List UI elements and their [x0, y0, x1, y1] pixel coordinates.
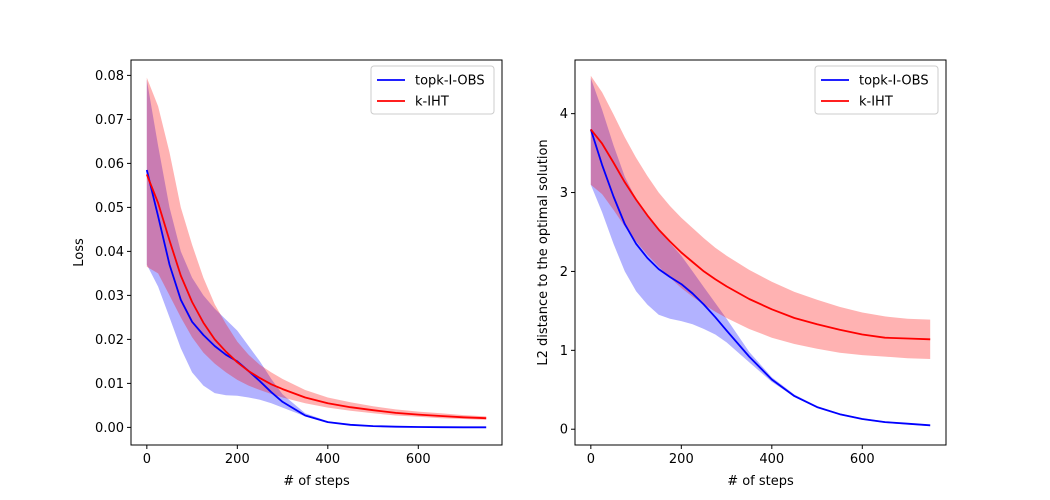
band-topk-i-obs [146, 79, 487, 428]
x-tick-label: 600 [850, 452, 875, 467]
y-tick-label: 0 [560, 423, 568, 438]
line-topk-i-obs [145, 169, 487, 429]
y-tick-label: 1 [560, 344, 568, 359]
x-axis-label: # of steps [727, 474, 794, 489]
y-tick-label: 0.07 [95, 113, 124, 128]
x-axis-label: # of steps [283, 474, 350, 489]
y-tick-label: 0.00 [95, 421, 124, 436]
y-tick-label: 0.05 [95, 201, 124, 216]
x-tick-label: 0 [143, 452, 151, 467]
loss-chart: 0 200 400 600 0.00 0.01 0.02 0.03 0.04 0.05 0.06 0.… [72, 59, 503, 489]
band-topk-i-obs [590, 78, 931, 427]
legend: topk-I-OBS k-IHT [370, 65, 495, 115]
band-k-iht [146, 77, 487, 420]
y-tick-label: 4 [560, 107, 568, 122]
legend-label: topk-I-OBS [859, 74, 929, 89]
legend-label: k-IHT [859, 95, 893, 110]
axes-frame [130, 59, 503, 446]
l2-distance-chart: 0 200 400 600 0 1 2 3 4 # of steps L2 distance to … [536, 59, 947, 489]
x-tick-label: 600 [406, 452, 431, 467]
y-tick-label: 0.03 [95, 289, 124, 304]
y-tick-label: 3 [560, 186, 568, 201]
legend-box [370, 65, 495, 115]
axes-frame [574, 59, 947, 446]
y-tick-label: 0.04 [95, 245, 124, 260]
y-tick-label: 0.02 [95, 333, 124, 348]
y-axis-label: Loss [72, 238, 87, 267]
band-k-iht [590, 75, 931, 360]
line-topk-i-obs [589, 129, 931, 427]
x-tick-label: 0 [587, 452, 595, 467]
y-tick-label: 0.08 [95, 69, 124, 84]
x-tick-label: 200 [669, 452, 694, 467]
y-tick-label: 0.01 [95, 377, 124, 392]
line-k-iht [145, 174, 487, 420]
y-tick-label: 0.06 [95, 157, 124, 172]
x-tick-label: 400 [315, 452, 340, 467]
x-tick-label: 400 [759, 452, 784, 467]
legend-label: k-IHT [415, 95, 449, 110]
y-axis-label: L2 distance to the optimal solution [536, 139, 551, 365]
line-k-iht [590, 128, 931, 341]
legend: topk-I-OBS k-IHT [814, 65, 939, 115]
x-tick-label: 200 [225, 452, 250, 467]
y-tick-label: 2 [560, 265, 568, 280]
legend-box [814, 65, 939, 115]
legend-label: topk-I-OBS [415, 74, 485, 89]
